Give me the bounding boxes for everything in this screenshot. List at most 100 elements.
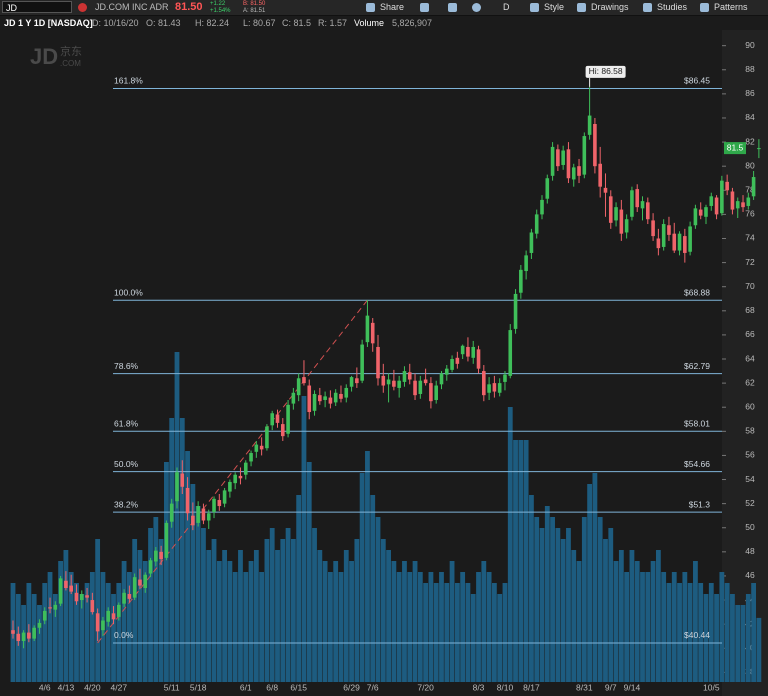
candle-body: [434, 385, 438, 400]
candle-body: [598, 163, 602, 187]
candle-body: [296, 378, 301, 396]
volume-bar: [68, 572, 74, 682]
quote-bar: JD 1 Y 1D [NASDAQ] D: 10/16/20 O: 81.43 …: [0, 16, 768, 30]
candle-body: [318, 395, 322, 402]
candle-body: [196, 506, 200, 523]
volume-bar: [42, 583, 48, 682]
fib-price-label: $68.88: [684, 287, 710, 297]
candle-body: [540, 199, 544, 215]
volume-bar: [576, 561, 582, 682]
candle-body: [667, 225, 671, 235]
flask-icon[interactable]: [448, 3, 457, 12]
quote-range: R: 1.57: [318, 18, 348, 28]
hi-label: Hi: 86.58: [589, 66, 623, 76]
candle-body: [513, 293, 518, 329]
volume-bar: [243, 572, 249, 682]
patterns-button[interactable]: Patterns: [714, 2, 748, 12]
patterns-icon[interactable]: [700, 3, 709, 12]
candle-body: [482, 371, 486, 396]
candle-body: [413, 380, 417, 396]
quote-close: C: 81.5: [282, 18, 312, 28]
volume-bar: [407, 572, 413, 682]
style-icon[interactable]: [530, 3, 539, 12]
fib-ratio-label: 61.8%: [114, 418, 139, 428]
candle-body: [577, 166, 581, 176]
candle-body: [635, 189, 640, 208]
volume-bar: [359, 473, 365, 682]
volume-bar: [375, 517, 381, 682]
volume-bar: [190, 484, 196, 682]
volume-bar: [328, 572, 333, 682]
volume-bar: [433, 583, 439, 682]
share-button[interactable]: Share: [380, 2, 405, 12]
fib-price-label: $40.44: [684, 630, 710, 640]
y-tick-label: 74: [745, 233, 755, 243]
candle-body: [725, 181, 729, 191]
y-tick-label: 52: [745, 498, 755, 508]
volume-bar: [111, 594, 116, 682]
candle-body: [349, 377, 354, 387]
y-tick-label: 80: [745, 160, 755, 170]
candle-body: [614, 207, 618, 221]
watermark-com: .COM: [60, 59, 81, 68]
volume-bar: [523, 440, 529, 682]
volume-bar: [164, 462, 169, 682]
candle-body: [58, 578, 63, 604]
candle-body: [16, 633, 21, 642]
hi-label-box: [585, 65, 626, 78]
candle-body: [587, 115, 592, 135]
candle-body: [360, 344, 364, 381]
candle-body: [556, 149, 560, 167]
drawings-icon[interactable]: [577, 3, 586, 12]
candle-body: [624, 219, 629, 233]
volume-bar: [428, 572, 434, 682]
quote-high: H: 82.24: [195, 18, 230, 28]
quote-date: D: 10/16/20: [92, 18, 139, 28]
volume-bar: [571, 550, 577, 682]
alert-icon[interactable]: [78, 3, 87, 12]
period-button[interactable]: D: [503, 2, 510, 12]
volume-bar: [116, 583, 122, 682]
candle-body: [95, 613, 100, 632]
candle-body: [370, 322, 375, 344]
candle-body: [37, 622, 42, 628]
fib-ratio-label: 38.2%: [114, 499, 139, 509]
candle-body: [524, 255, 528, 272]
candle-body: [117, 604, 121, 617]
volume-bar: [645, 572, 651, 682]
layout-icon[interactable]: [420, 3, 429, 12]
volume-bar: [502, 583, 508, 682]
volume-bar: [121, 561, 127, 682]
volume-bar: [322, 561, 328, 682]
style-button[interactable]: Style: [544, 2, 565, 12]
x-tick-label: 8/31: [576, 682, 593, 692]
x-tick-label: 5/18: [190, 682, 207, 692]
candle-body: [402, 371, 407, 382]
volume-bar: [105, 583, 111, 682]
symbol-input[interactable]: JD: [2, 1, 72, 13]
volume-bar: [629, 550, 635, 682]
volume-bar: [365, 451, 370, 682]
candle-body: [302, 377, 306, 384]
candle-body: [259, 445, 264, 450]
volume-bar: [740, 605, 746, 682]
volume-bar: [301, 396, 307, 682]
volume-bar: [449, 561, 455, 682]
candle-body: [386, 379, 391, 385]
share-icon[interactable]: [366, 3, 375, 12]
volume-bar: [206, 550, 212, 682]
y-tick-label: 82: [745, 136, 755, 146]
volume-bar: [269, 528, 275, 682]
volume-bar: [306, 462, 312, 682]
candle-body: [677, 233, 682, 251]
studies-button[interactable]: Studies: [657, 2, 688, 12]
candle-body: [672, 233, 677, 251]
studies-icon[interactable]: [643, 3, 652, 12]
drawings-button[interactable]: Drawings: [591, 2, 629, 12]
fib-price-label: $51.3: [689, 499, 711, 509]
net-change: +1.22: [210, 1, 226, 7]
candle-body: [138, 579, 142, 586]
candle-body: [466, 346, 470, 357]
candle-body: [423, 379, 428, 384]
settings-icon[interactable]: [472, 3, 481, 12]
